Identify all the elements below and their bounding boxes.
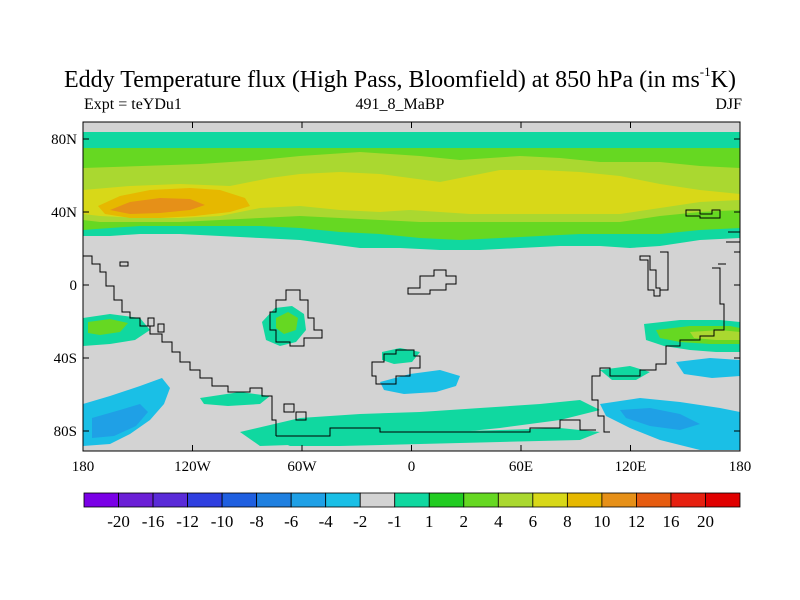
colorbar-swatch: [359, 492, 396, 508]
colorbar-label: -4: [319, 512, 334, 531]
sa-island-outline: [269, 289, 323, 347]
so-cool-wedge: [380, 370, 460, 394]
antarctica-outline: [276, 419, 596, 437]
lon-tick-label: 180: [729, 459, 752, 475]
sp-cool-core: [92, 404, 148, 438]
colorbar-swatch: [428, 492, 465, 508]
east-coast: [718, 231, 740, 265]
colorbar-label: -16: [142, 512, 165, 531]
colorbar: [83, 492, 741, 508]
lon-tick-label: 180: [72, 459, 95, 475]
colorbar-label: -20: [107, 512, 130, 531]
map-field: [83, 122, 740, 451]
colorbar-label: 10: [593, 512, 610, 531]
colorbar-label: -1: [388, 512, 402, 531]
colorbar-swatch: [256, 492, 292, 508]
colorbar-swatch: [532, 492, 568, 508]
sp-patch-west-core: [88, 319, 128, 335]
colorbar-label: 2: [460, 512, 469, 531]
colorbar-label: -12: [176, 512, 199, 531]
colorbar-swatch: [497, 492, 534, 508]
experiment-label: Expt = teYDu1: [84, 96, 182, 113]
japan-outline: [685, 209, 721, 219]
se-cool-core: [620, 408, 700, 430]
colorbar-swatch: [118, 492, 154, 508]
small-islands: [147, 317, 307, 421]
alaska-piece: [119, 261, 129, 267]
aus-cool: [676, 358, 740, 378]
colorbar-swatch: [636, 492, 672, 508]
run-label: 491_8_MaBP: [355, 96, 445, 113]
colorbar-swatch: [670, 492, 706, 508]
lon-tick-label: 120E: [615, 459, 647, 475]
safrica-patch: [382, 348, 420, 364]
colorbar-label: 12: [628, 512, 645, 531]
colorbar-swatch: [566, 492, 603, 508]
lon-axis: 180 120W 60W 0 60E 120E 180: [72, 459, 752, 475]
asia-outline: [639, 251, 669, 297]
colorbar-swatch: [601, 492, 637, 508]
colorbar-swatch: [290, 492, 327, 508]
lat-axis: 80N 40N 0 40S 80S: [51, 132, 77, 440]
lon-tick-label: 60W: [287, 459, 317, 475]
colorbar-label: 20: [697, 512, 714, 531]
axis-ticks: [82, 122, 741, 451]
s-africa-outline: [371, 349, 421, 385]
lat-tick-label: 40S: [54, 351, 77, 367]
lat-tick-label: 80N: [51, 132, 77, 148]
colorbar-label: -2: [353, 512, 367, 531]
americas-coastline: [83, 255, 277, 436]
colorbar-label: -6: [284, 512, 298, 531]
africa-outline: [407, 269, 457, 295]
coastlines: [83, 209, 740, 437]
lat-tick-label: 0: [70, 278, 78, 294]
colorbar-label: 4: [494, 512, 503, 531]
lon-tick-label: 60E: [509, 459, 533, 475]
sa-patch-core: [276, 312, 298, 334]
colorbar-label: 6: [529, 512, 538, 531]
lon-tick-label: 0: [408, 459, 416, 475]
colorbar-label: -10: [211, 512, 234, 531]
colorbar-label: 16: [662, 512, 679, 531]
colorbar-swatch: [221, 492, 258, 508]
colorbar-swatch: [705, 492, 741, 508]
plot-title: Eddy Temperature flux (High Pass, Bloomf…: [64, 64, 736, 93]
colorbar-swatch: [325, 492, 361, 508]
colorbar-label: 1: [425, 512, 434, 531]
lat-tick-label: 80S: [54, 424, 77, 440]
lon-tick-label: 120W: [174, 459, 212, 475]
colorbar-labels: -20 -16 -12 -10 -8 -6 -4 -2 -1 1 2 4 6 8 10 12 16 20: [107, 512, 714, 531]
so-green-east: [200, 392, 270, 406]
colorbar-swatch: [152, 492, 188, 508]
colorbar-label: 8: [563, 512, 572, 531]
lat-tick-label: 40N: [51, 205, 77, 221]
colorbar-swatch: [463, 492, 499, 508]
season-label: DJF: [715, 96, 742, 113]
colorbar-swatch: [394, 492, 430, 508]
nh-band-hotter: [110, 198, 205, 214]
colorbar-label: -8: [250, 512, 264, 531]
australia-outline: [591, 267, 725, 433]
colorbar-swatch: [83, 492, 119, 508]
colorbar-swatch: [187, 492, 223, 508]
aus-patch-core: [690, 330, 740, 340]
